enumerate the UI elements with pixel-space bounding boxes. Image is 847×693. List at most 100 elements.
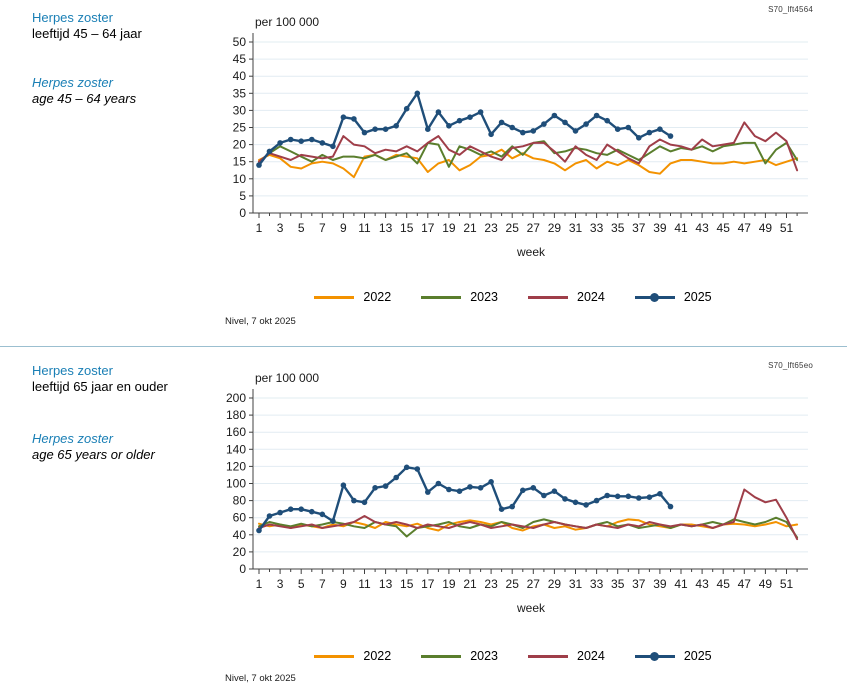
svg-text:19: 19	[442, 577, 456, 591]
legend-marker-dot	[649, 651, 659, 661]
svg-text:1: 1	[256, 577, 263, 591]
series-line-2024	[258, 121, 799, 172]
svg-text:17: 17	[421, 577, 435, 591]
svg-text:31: 31	[569, 577, 583, 591]
svg-text:35: 35	[611, 577, 625, 591]
svg-text:27: 27	[527, 577, 541, 591]
y-axis-ticks: 0 20 40 60 80 100 120 140 160 180 200	[226, 391, 253, 576]
series-line-2025	[257, 92, 672, 167]
svg-text:60: 60	[233, 511, 247, 525]
y-axis-unit-label: per 100 000	[255, 371, 319, 385]
svg-text:21: 21	[463, 221, 477, 235]
series-line-2023	[258, 140, 799, 168]
svg-text:49: 49	[759, 221, 773, 235]
chart-legend: 2022 2023 2024 2025	[203, 649, 823, 663]
svg-text:47: 47	[738, 577, 752, 591]
svg-text:7: 7	[319, 221, 326, 235]
svg-text:41: 41	[674, 577, 688, 591]
axes	[252, 33, 808, 214]
svg-text:31: 31	[569, 221, 583, 235]
legend-label-2022: 2022	[363, 649, 392, 663]
legend-swatch-2022	[314, 654, 355, 658]
svg-text:21: 21	[463, 577, 477, 591]
section-separator-line	[0, 346, 847, 347]
x-axis-ticks: 1 3 5 7 9 11 13 15 17 19 21 23 25 27 29 31 33 35 37 39 41 43 4…	[256, 213, 798, 235]
svg-text:23: 23	[484, 577, 498, 591]
source-note: Nivel, 7 okt 2025	[225, 673, 296, 684]
legend-label-2024: 2024	[577, 649, 605, 663]
svg-text:43: 43	[695, 221, 709, 235]
gridlines	[254, 41, 808, 197]
legend-label-2023: 2023	[470, 290, 498, 304]
chart-title-block-en: Herpes zoster age 45 – 64 years	[32, 75, 242, 107]
svg-text:80: 80	[233, 494, 247, 508]
svg-text:29: 29	[548, 221, 562, 235]
svg-text:25: 25	[506, 221, 520, 235]
svg-text:200: 200	[226, 391, 246, 405]
legend-label-2022: 2022	[363, 290, 392, 304]
svg-text:49: 49	[759, 577, 773, 591]
svg-text:9: 9	[340, 221, 347, 235]
svg-text:9: 9	[340, 577, 347, 591]
svg-text:19: 19	[442, 221, 456, 235]
svg-text:15: 15	[400, 577, 414, 591]
legend-swatch-2025	[634, 292, 675, 302]
svg-text:20: 20	[233, 545, 247, 559]
svg-text:50: 50	[233, 35, 247, 49]
section-age-45-64: Herpes zoster leeftijd 45 – 64 jaar Herp…	[0, 0, 847, 346]
legend-swatch-2024	[528, 295, 568, 299]
chart-title-en: Herpes zoster	[32, 75, 113, 90]
legend-swatch-2023	[421, 654, 462, 658]
y-axis-unit-label: per 100 000	[255, 15, 319, 29]
svg-text:13: 13	[379, 577, 393, 591]
legend-item-2023: 2023	[421, 649, 498, 663]
figure-id-label: S70_lft4564	[768, 5, 813, 14]
svg-text:10: 10	[233, 172, 247, 186]
svg-text:23: 23	[484, 221, 498, 235]
svg-text:20: 20	[233, 138, 247, 152]
svg-text:40: 40	[233, 528, 247, 542]
x-axis-label: week	[516, 245, 546, 259]
svg-text:5: 5	[298, 577, 305, 591]
svg-text:160: 160	[226, 425, 246, 439]
legend-item-2024: 2024	[528, 290, 605, 304]
figure-id-label: S70_lft65eo	[768, 361, 813, 370]
svg-text:15: 15	[233, 155, 247, 169]
legend-swatch-2024	[528, 654, 568, 658]
legend-swatch-2022	[314, 295, 355, 299]
svg-text:11: 11	[358, 577, 371, 591]
section-age-65-plus: Herpes zoster leeftijd 65 jaar en ouder …	[0, 347, 847, 693]
svg-text:5: 5	[239, 189, 246, 203]
svg-text:1: 1	[256, 221, 263, 235]
svg-text:15: 15	[400, 221, 414, 235]
chart-title-en: Herpes zoster	[32, 431, 113, 446]
chart-title-block-nl: Herpes zoster leeftijd 65 jaar en ouder	[32, 363, 242, 395]
svg-text:0: 0	[239, 562, 246, 576]
series-line-2024	[258, 488, 799, 541]
legend-swatch-2025	[634, 651, 675, 661]
legend-item-2025: 2025	[634, 649, 712, 663]
legend-item-2023: 2023	[421, 290, 498, 304]
y-axis-ticks: 0 5 10 15 20 25 30 35 40 45 50	[233, 35, 253, 220]
svg-text:25: 25	[506, 577, 520, 591]
series-markers-2025	[256, 464, 674, 534]
svg-text:3: 3	[277, 577, 284, 591]
x-axis-label: week	[516, 601, 546, 615]
chart-title-block-en: Herpes zoster age 65 years or older	[32, 431, 242, 463]
svg-text:47: 47	[738, 221, 752, 235]
series-line-2025	[257, 466, 672, 532]
legend-item-2022: 2022	[314, 290, 391, 304]
svg-text:35: 35	[233, 86, 247, 100]
svg-text:30: 30	[233, 103, 247, 117]
svg-text:39: 39	[653, 221, 667, 235]
chart-subtitle-en: age 65 years or older	[32, 447, 155, 462]
gridlines	[254, 397, 808, 553]
svg-text:5: 5	[298, 221, 305, 235]
legend-swatch-2023	[421, 295, 462, 299]
svg-text:51: 51	[780, 577, 794, 591]
svg-text:41: 41	[674, 221, 688, 235]
legend-item-2022: 2022	[314, 649, 391, 663]
legend-label-2025: 2025	[683, 649, 712, 663]
svg-text:0: 0	[239, 206, 246, 220]
